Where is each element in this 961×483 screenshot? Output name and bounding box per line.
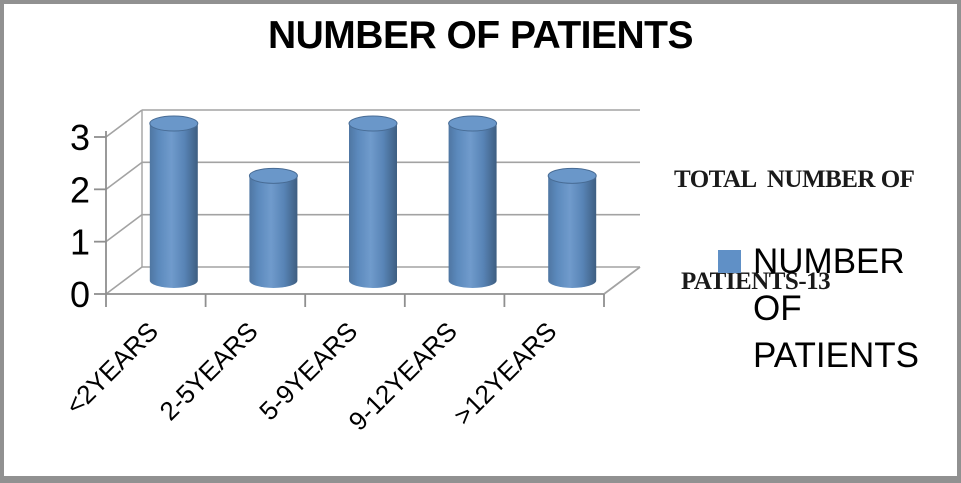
cylinder-top (149, 115, 199, 132)
x-axis-label: >12YEARS (448, 316, 563, 431)
cylinder-top (348, 115, 398, 132)
cylinder-top (547, 167, 597, 184)
legend-swatch-icon (718, 250, 741, 273)
cylinder-top (448, 115, 498, 132)
x-axis-label: <2YEARS (60, 316, 165, 421)
sidewall-depth-gridline (105, 161, 143, 190)
cylinder-bar (149, 123, 198, 288)
sidewall-depth-gridline (105, 266, 143, 295)
y-axis-label: 2 (70, 169, 90, 210)
total-note-line2: PATIENTS-13 (681, 268, 831, 295)
total-note-line1: TOTAL NUMBER OF (674, 166, 915, 193)
cylinder-bar (448, 123, 497, 288)
chart-title: NUMBER OF PATIENTS (267, 14, 694, 57)
y-axis-label: 0 (70, 274, 90, 315)
x-axis-label: 9-12YEARS (343, 316, 463, 436)
legend-label-line2: PATIENTS (753, 336, 919, 375)
legend-label-line1: NUMBER OF (753, 242, 905, 328)
y-axis-label: 3 (70, 117, 90, 158)
legend: NUMBER OF PATIENTS (718, 238, 961, 379)
cylinder-bar (548, 175, 597, 288)
sidewall-depth-gridline (105, 214, 143, 243)
total-patients-note: TOTAL NUMBER OF PATIENTS-13 (674, 95, 961, 367)
y-axis-label: 1 (70, 222, 90, 263)
legend-label: NUMBER OF PATIENTS (753, 238, 961, 379)
floor-right-edge (603, 266, 641, 295)
cylinder-bar (349, 123, 397, 288)
cylinder-bar (249, 175, 298, 288)
cylinder-top (248, 167, 298, 184)
x-axis-label: 2-5YEARS (154, 316, 264, 426)
sidewall-depth-gridline (105, 109, 143, 138)
